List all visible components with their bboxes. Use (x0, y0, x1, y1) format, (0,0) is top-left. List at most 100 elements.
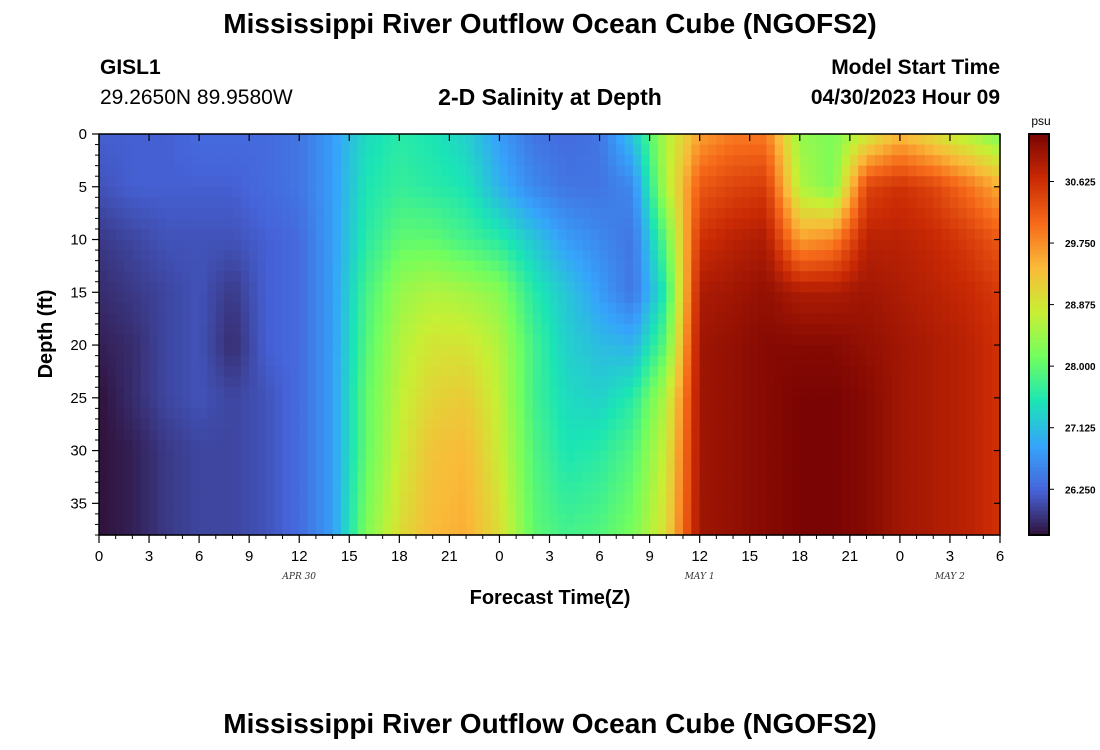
heatmap-cell (290, 281, 300, 293)
heatmap-cell (649, 207, 659, 220)
heatmap-cell (215, 440, 225, 452)
heatmap-cell (582, 197, 592, 209)
heatmap-cell (424, 345, 434, 357)
colorbar-segment (1029, 442, 1049, 448)
heatmap-cell (824, 418, 834, 431)
heatmap-cell (933, 313, 943, 325)
heatmap-cell (132, 503, 142, 515)
heatmap-cell (983, 134, 993, 146)
heatmap-cell (265, 450, 275, 462)
heatmap-cell (357, 218, 367, 230)
heatmap-cell (399, 323, 409, 336)
heatmap-cell (616, 313, 626, 325)
heatmap-cell (365, 302, 375, 314)
heatmap-cell (607, 387, 617, 399)
colorbar-segment (1029, 286, 1049, 291)
heatmap-cell (816, 345, 826, 357)
heatmap-cell (107, 271, 117, 283)
heatmap-cell (507, 345, 517, 357)
heatmap-cell (407, 197, 417, 209)
heatmap-cell (149, 155, 158, 167)
heatmap-cell (340, 323, 350, 336)
heatmap-cell (682, 302, 692, 314)
heatmap-cell (249, 429, 259, 441)
heatmap-cell (591, 218, 601, 230)
heatmap-cell (699, 292, 709, 304)
heatmap-cell (866, 207, 876, 220)
heatmap-cell (783, 313, 793, 325)
heatmap-cell (632, 387, 642, 399)
heatmap-cell (115, 334, 125, 346)
heatmap-cell (157, 197, 167, 209)
heatmap-cell (966, 271, 976, 283)
heatmap-cell (115, 292, 125, 304)
heatmap-cell (699, 366, 709, 378)
colorbar-segment (1029, 142, 1049, 147)
heatmap-cell (816, 408, 826, 420)
heatmap-cell (624, 186, 634, 198)
heatmap-cell (708, 440, 717, 452)
heatmap-cell (182, 155, 192, 167)
heatmap-cell (240, 281, 250, 293)
heatmap-cell (716, 387, 726, 399)
heatmap-cell (733, 429, 742, 441)
heatmap-cell (524, 366, 534, 378)
heatmap-cell (357, 292, 367, 304)
heatmap-cell (983, 197, 993, 209)
heatmap-cell (407, 165, 417, 177)
heatmap-cell (190, 260, 200, 272)
heatmap-cell (357, 376, 367, 388)
heatmap-cell (282, 418, 292, 431)
heatmap-cell (774, 461, 784, 473)
heatmap-cell (416, 239, 425, 251)
heatmap-cell (941, 440, 951, 452)
heatmap-cell (858, 482, 868, 494)
heatmap-cell (599, 513, 609, 526)
heatmap-cell (390, 250, 400, 262)
heatmap-cell (791, 207, 801, 220)
heatmap-cell (474, 387, 484, 399)
heatmap-cell (349, 334, 359, 346)
heatmap-cell (958, 418, 968, 431)
heatmap-cell (657, 482, 667, 494)
heatmap-cell (641, 292, 651, 304)
heatmap-cell (783, 376, 793, 388)
heatmap-cell (516, 197, 526, 209)
heatmap-cell (516, 397, 526, 409)
heatmap-cell (824, 461, 834, 473)
heatmap-cell (758, 482, 767, 494)
heatmap-cell (107, 492, 117, 504)
heatmap-cell (432, 292, 442, 304)
heatmap-cell (682, 271, 692, 283)
heatmap-cell (499, 524, 509, 536)
heatmap-cell (682, 450, 692, 462)
heatmap-cell (824, 176, 834, 188)
heatmap-cell (908, 440, 918, 452)
heatmap-cell (215, 313, 225, 325)
heatmap-cell (449, 281, 459, 293)
heatmap-cell (966, 260, 976, 272)
heatmap-cell (549, 376, 559, 388)
heatmap-cell (332, 482, 342, 494)
heatmap-cell (741, 345, 751, 357)
heatmap-cell (966, 155, 976, 167)
heatmap-cell (666, 524, 676, 536)
heatmap-cell (307, 376, 317, 388)
heatmap-cell (682, 134, 692, 146)
heatmap-cell (482, 461, 492, 473)
heatmap-cell (649, 165, 659, 177)
heatmap-cell (140, 302, 150, 314)
heatmap-cell (357, 334, 367, 346)
heatmap-cell (858, 397, 868, 409)
heatmap-cell (941, 461, 951, 473)
heatmap-cell (449, 313, 459, 325)
heatmap-cell (115, 207, 125, 220)
heatmap-cell (249, 302, 259, 314)
heatmap-cell (124, 524, 133, 536)
heatmap-cell (808, 250, 818, 262)
heatmap-cell (499, 471, 509, 483)
heatmap-cell (441, 461, 450, 473)
heatmap-cell (616, 218, 626, 230)
heatmap-cell (441, 165, 450, 177)
heatmap-cell (733, 186, 742, 198)
